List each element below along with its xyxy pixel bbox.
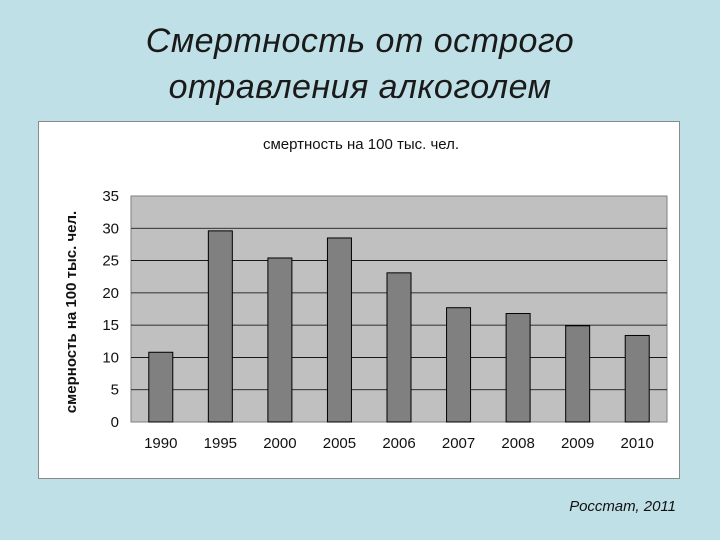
bar-2009 [565,325,591,423]
y-tick-label: 0 [111,414,119,431]
bar-2005 [326,237,352,423]
x-tick-label: 1995 [204,435,237,452]
bar-2000 [267,257,293,423]
slide-title-line-2: отравления алкоголем [168,68,552,106]
y-tick-label: 35 [102,188,119,205]
x-tick-label: 2007 [442,435,475,452]
bar-chart: смертность на 100 тыс. чел. смерность на… [63,136,668,452]
y-axis-label: смерность на 100 тыс. чел. [63,211,80,413]
bar-2010 [624,334,650,423]
y-tick-label: 25 [102,253,119,270]
x-tick-label: 2005 [323,435,356,452]
x-tick-label: 2008 [501,435,534,452]
bars [148,230,650,423]
source-note: Росстат, 2011 [569,498,676,515]
y-tick-labels: 0 5 10 15 20 25 30 35 [102,188,119,431]
chart-title: смертность на 100 тыс. чел. [263,136,459,153]
slide-title: Смертность от острого отравления алкогол… [0,18,720,110]
y-tick-label: 10 [102,349,119,366]
chart-frame: смертность на 100 тыс. чел. смерность на… [38,121,680,479]
bar-2006 [386,272,412,423]
y-tick-label: 15 [102,317,119,334]
x-tick-label: 1990 [144,435,177,452]
y-tick-label: 20 [102,285,119,302]
y-tick-label: 30 [102,220,119,237]
bar-1990 [148,351,174,423]
x-tick-labels: 1990 1995 2000 2005 2006 2007 2008 2009 2010 [144,435,654,452]
x-tick-label: 2006 [382,435,415,452]
x-tick-label: 2010 [621,435,654,452]
x-tick-label: 2000 [263,435,296,452]
x-tick-label: 2009 [561,435,594,452]
bar-2007 [446,307,472,423]
bar-2008 [505,313,531,423]
bar-1995 [207,230,233,423]
slide-title-line-1: Смертность от острого [145,22,575,60]
y-tick-label: 5 [111,382,119,399]
